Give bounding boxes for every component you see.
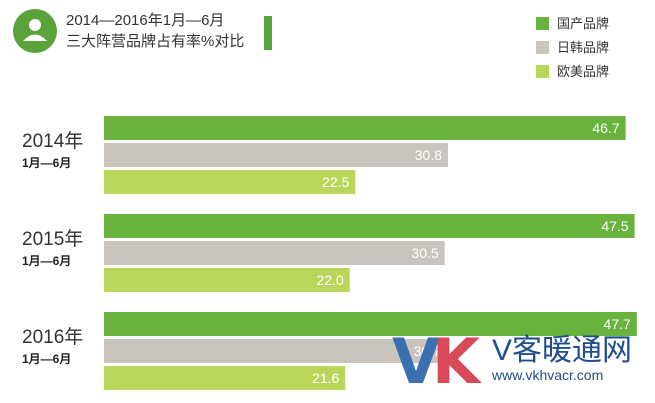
value-label-euro-american-2015: 22.0 xyxy=(316,272,343,288)
bar-euro-american-2014 xyxy=(104,170,356,194)
category-range-2016: 1月—6月 xyxy=(22,352,71,366)
value-label-japan-korea-2014: 30.8 xyxy=(415,147,442,163)
watermark-url: www.vkhvacr.com xyxy=(491,367,603,383)
value-label-japan-korea-2015: 30.5 xyxy=(411,245,438,261)
value-label-japan-korea-2016: 30.7 xyxy=(414,343,441,359)
watermark-letter-k: K xyxy=(432,325,482,398)
legend-swatch-domestic xyxy=(536,17,549,30)
legend-swatch-japan-korea xyxy=(536,41,549,54)
value-label-domestic-2016: 47.7 xyxy=(604,316,631,332)
bar-japan-korea-2015 xyxy=(104,241,445,265)
legend: 国产品牌 日韩品牌 欧美品牌 xyxy=(536,16,609,79)
watermark-logo: V K V客暖通网 www.vkhvacr.com xyxy=(392,325,632,398)
category-label-2015: 2015年 xyxy=(22,228,83,250)
value-label-domestic-2014: 46.7 xyxy=(592,120,619,136)
category-range-2014: 1月—6月 xyxy=(22,156,71,170)
legend-label-euro-american: 欧美品牌 xyxy=(557,64,609,79)
bar-domestic-2014 xyxy=(104,116,626,140)
bars-group: 46.7 30.8 22.5 47.5 30.5 22.0 47.7 30.7 21.6 xyxy=(104,116,637,390)
value-label-euro-american-2014: 22.5 xyxy=(322,174,349,190)
bar-domestic-2016 xyxy=(104,312,637,336)
chart-title-line1: 2014—2016年1月—6月 xyxy=(66,12,224,29)
bar-euro-american-2015 xyxy=(104,268,350,292)
category-label-2014: 2014年 xyxy=(22,130,83,152)
legend-label-domestic: 国产品牌 xyxy=(557,16,609,31)
category-range-2015: 1月—6月 xyxy=(22,254,71,268)
header-icon xyxy=(13,9,57,53)
title-accent-bar xyxy=(264,16,272,50)
chart-title-line2: 三大阵营品牌占有率%对比 xyxy=(66,33,244,50)
watermark-letter-v: V xyxy=(392,325,440,398)
value-label-euro-american-2016: 21.6 xyxy=(312,370,339,386)
category-label-2016: 2016年 xyxy=(22,326,83,348)
bar-japan-korea-2014 xyxy=(104,143,448,167)
legend-swatch-euro-american xyxy=(536,65,549,78)
bar-euro-american-2016 xyxy=(104,366,346,390)
bar-domestic-2015 xyxy=(104,214,635,238)
watermark-brand: V客暖通网 xyxy=(492,334,632,367)
bar-japan-korea-2016 xyxy=(104,339,447,363)
legend-label-japan-korea: 日韩品牌 xyxy=(557,40,609,55)
value-label-domestic-2015: 47.5 xyxy=(601,218,628,234)
